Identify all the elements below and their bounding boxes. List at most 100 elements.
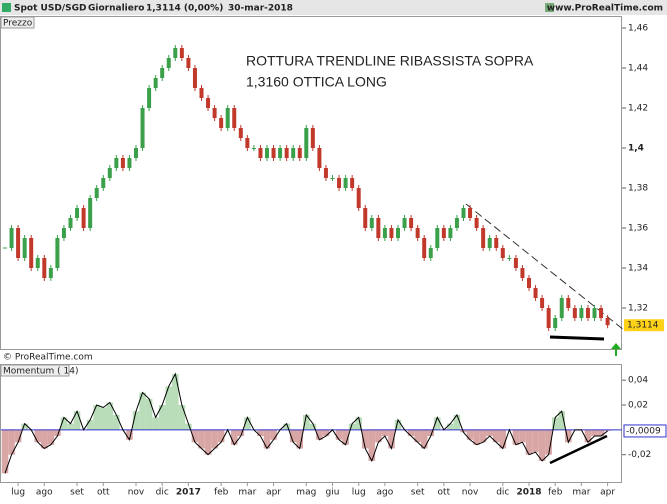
candle (461, 208, 466, 218)
candle (271, 148, 276, 158)
x-tick-label: 2018 (516, 488, 541, 498)
momentum-bar (597, 429, 605, 437)
candle (592, 308, 597, 318)
momentum-bar (492, 429, 500, 443)
candle (232, 108, 237, 128)
momentum-trendline (549, 434, 608, 465)
x-tick-label: set (70, 488, 84, 498)
candle (605, 318, 610, 326)
momentum-bar (270, 429, 277, 440)
candle (238, 128, 243, 138)
last-value-box (623, 424, 667, 438)
x-tick-label: lug (352, 488, 366, 498)
momentum-bar (139, 392, 146, 430)
candle (251, 148, 256, 149)
candle (520, 268, 525, 278)
candle (147, 88, 152, 108)
candle (310, 128, 315, 148)
candle (330, 178, 335, 179)
candle (120, 158, 125, 168)
candle (441, 228, 446, 238)
candle (173, 48, 178, 58)
x-tick-label: ago (377, 488, 394, 498)
candle (500, 248, 505, 258)
momentum-bar (237, 429, 245, 437)
candle (422, 238, 427, 258)
candle (369, 218, 374, 228)
candle (291, 148, 296, 158)
trendline (465, 203, 625, 331)
candle (81, 208, 86, 228)
y-tick-label: 1,46 (628, 24, 648, 34)
candle (22, 238, 27, 258)
momentum-bar (335, 429, 343, 440)
x-tick-label: feb (548, 488, 563, 498)
date: 30-mar-2018 (228, 4, 293, 14)
momentum-bar (545, 429, 552, 455)
candle (29, 238, 34, 268)
candle (68, 218, 73, 228)
momentum-bar (519, 429, 526, 443)
candle (559, 298, 564, 318)
momentum-bar (368, 429, 376, 461)
momentum-bar (145, 398, 153, 430)
candle (225, 108, 230, 128)
last-price-label: 1,3114 (627, 321, 659, 331)
candle (389, 228, 394, 238)
arrow (611, 343, 621, 356)
x-tick-label: dic (156, 488, 169, 498)
momentum-bar (388, 429, 395, 449)
candle (566, 298, 571, 308)
momentum-bar (289, 429, 297, 443)
candle (88, 198, 93, 228)
momentum-bar (283, 423, 290, 430)
candle (48, 268, 53, 278)
candle (160, 68, 165, 78)
momentum-bar (152, 417, 159, 430)
candle (16, 228, 21, 258)
momentum-bar (54, 429, 61, 437)
x-tick-label: apr (266, 488, 281, 498)
candle (153, 78, 158, 88)
momentum-bar (473, 429, 480, 445)
candle (435, 228, 440, 248)
candle (179, 48, 184, 58)
candle (448, 228, 453, 238)
momentum-bar (191, 429, 199, 443)
momentum-bar (14, 429, 22, 443)
site: www.ProRealTime.com (547, 4, 663, 14)
candle (487, 238, 492, 248)
momentum-bar (172, 373, 179, 430)
momentum-bar (8, 429, 15, 455)
candle (579, 308, 584, 318)
momentum-bar (361, 429, 369, 449)
candle (513, 258, 518, 268)
momentum-bar (303, 414, 310, 430)
y-tick-label: 1,42 (628, 104, 648, 114)
candle (572, 308, 577, 318)
momentum-panel (0, 364, 622, 483)
icon[interactable] (2, 3, 11, 12)
candle (402, 218, 407, 228)
y-tick-label: 1,34 (628, 264, 648, 274)
momentum-bar (73, 411, 81, 430)
momentum-bar (185, 423, 192, 430)
icon[interactable] (545, 3, 554, 12)
momentum-bar (47, 429, 55, 445)
x-tick-label: ago (36, 488, 53, 498)
candle (468, 208, 473, 218)
annotation: ROTTURA TRENDLINE RIBASSISTA SOPRA (246, 53, 534, 69)
candle (415, 228, 420, 238)
candle (599, 308, 604, 318)
x-tick-label: mar (572, 488, 590, 498)
panel-label: Momentum ( 14) (3, 367, 78, 377)
x-tick-label: dic (496, 488, 509, 498)
x-tick-label: mag (296, 488, 316, 498)
candle (297, 148, 302, 158)
y-tick-label: 1,4 (628, 144, 644, 154)
copyright: © ProRealTime.com (3, 353, 93, 363)
momentum-bar (479, 429, 487, 443)
support-line (549, 335, 605, 341)
panel-tag (0, 16, 35, 29)
momentum-bar (34, 429, 42, 443)
